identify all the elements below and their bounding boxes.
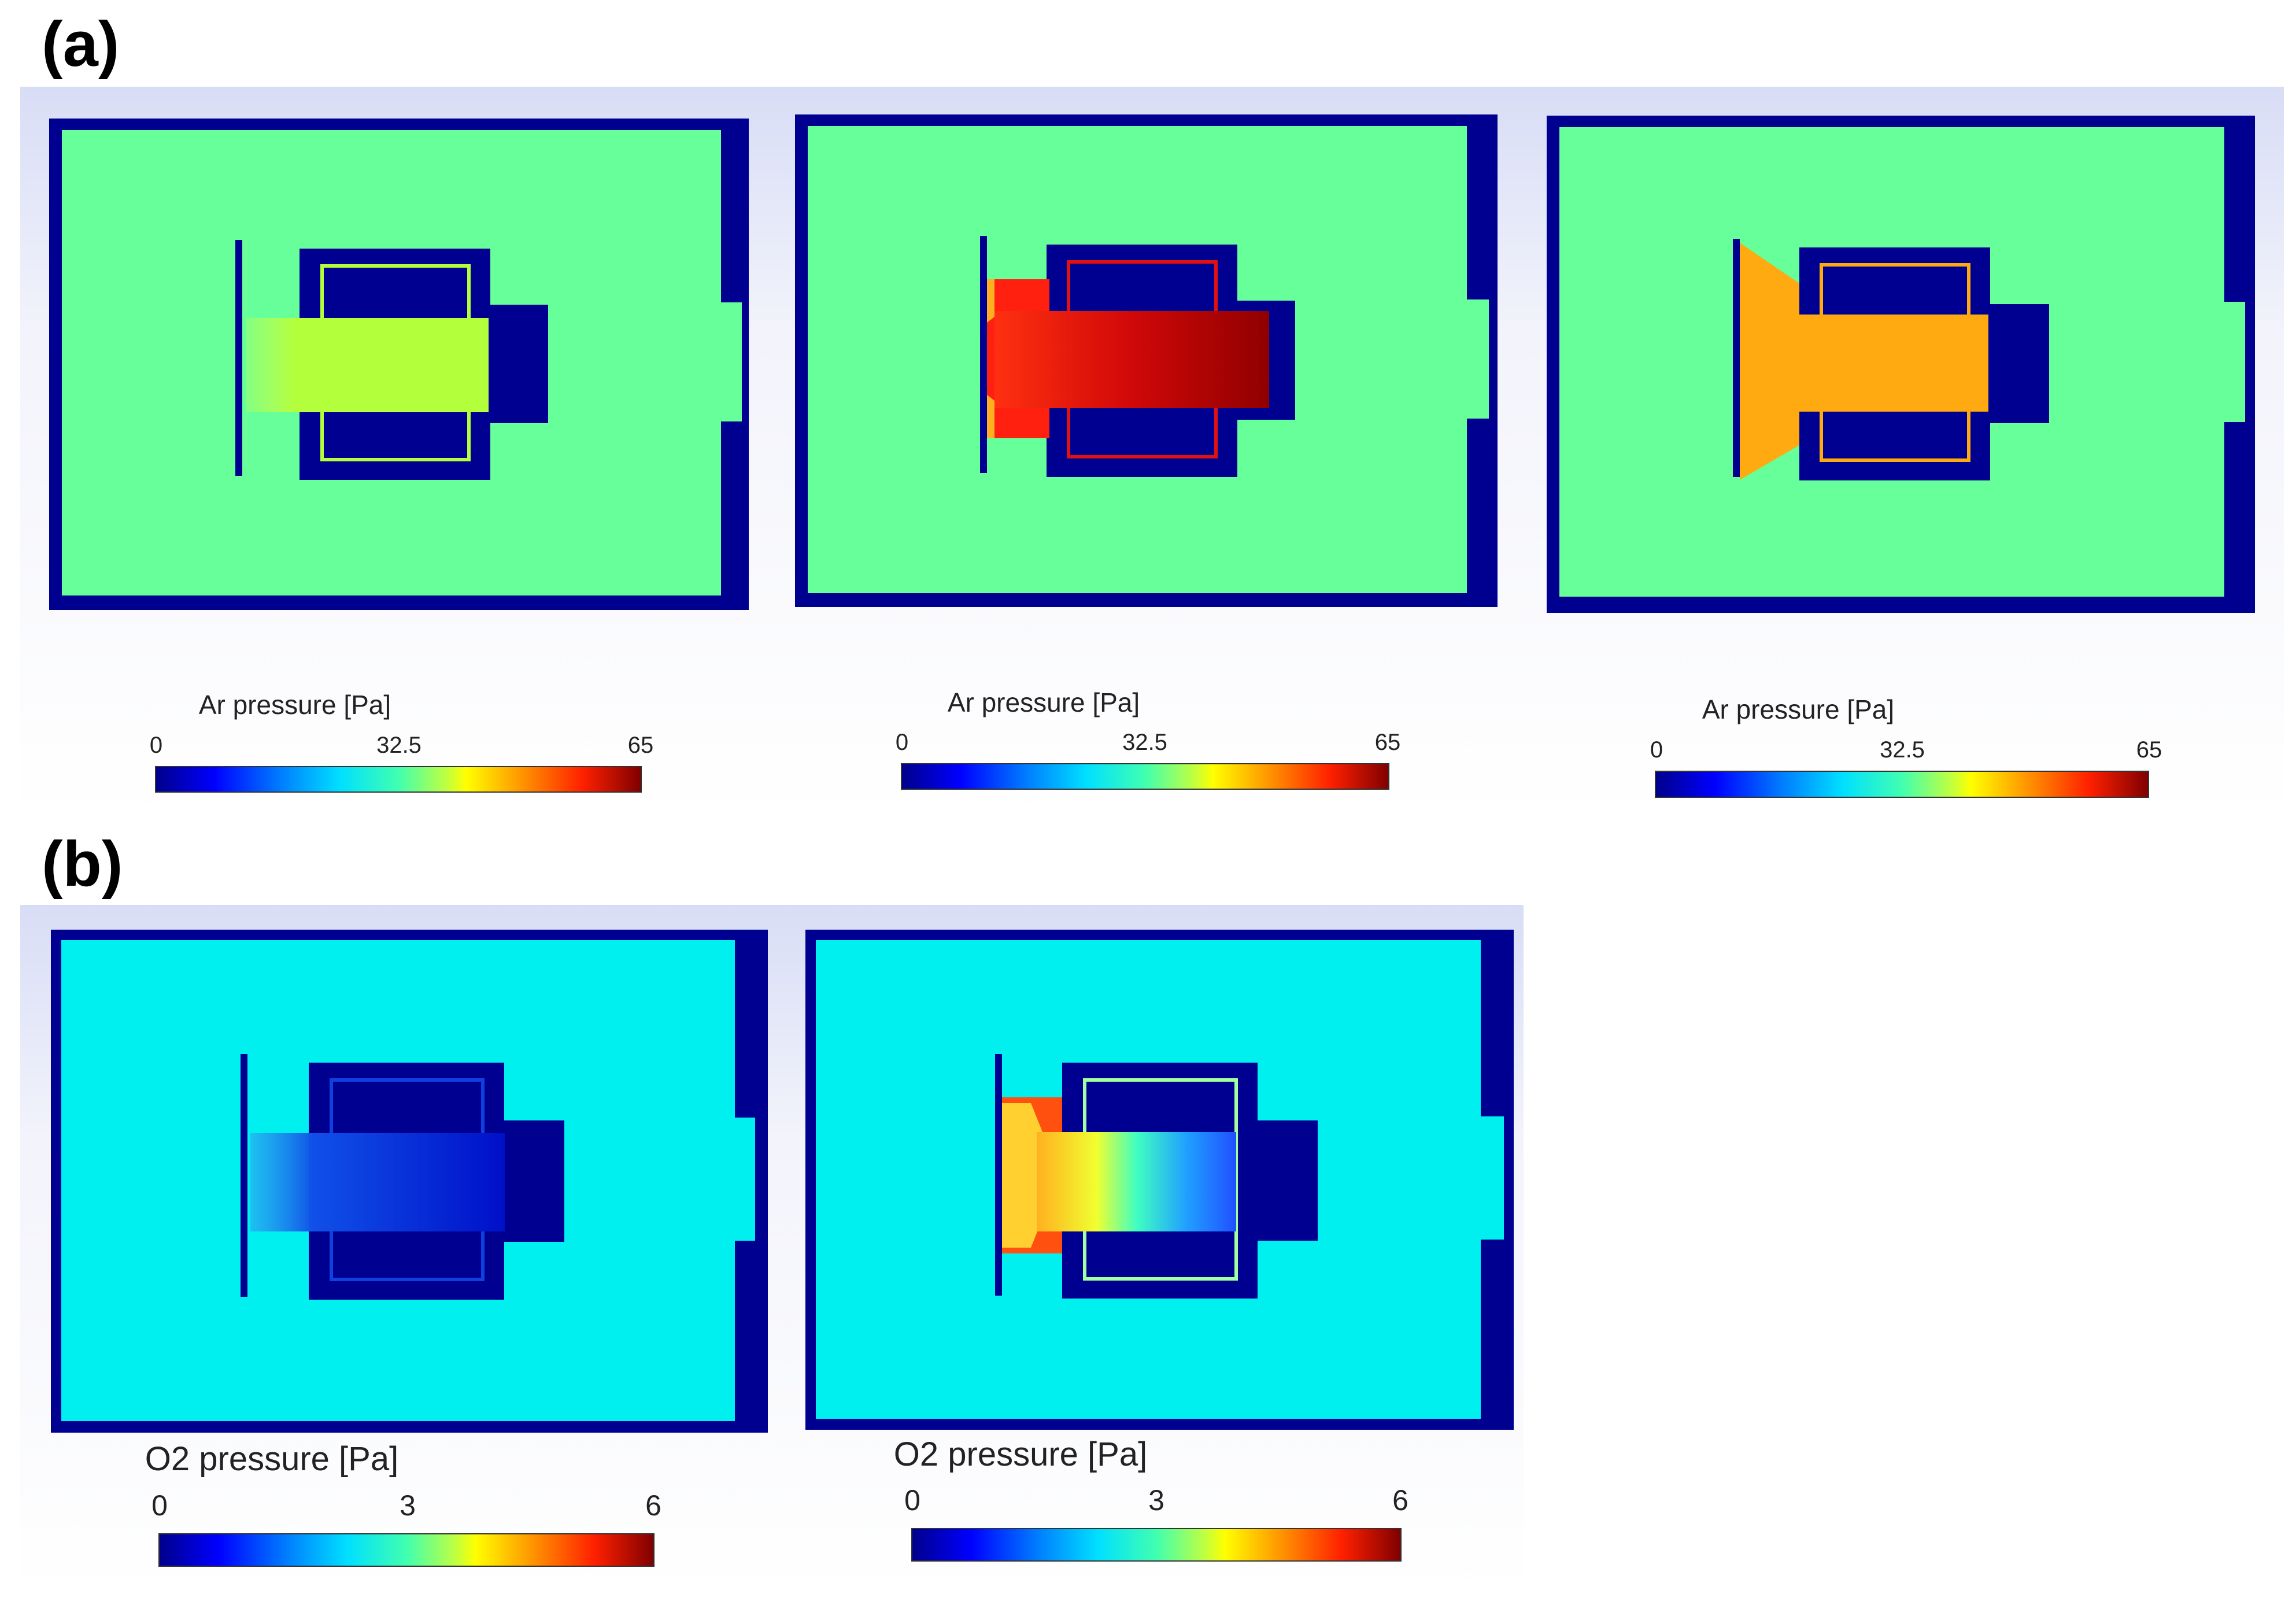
colorbar (1655, 771, 2149, 798)
colorbar-tick-mid: 32.5 (376, 733, 422, 758)
o2-pressure-map-1 (51, 930, 768, 1433)
colorbar-tick-max: 65 (627, 733, 654, 758)
colorbar-title: O2 pressure [Pa] (145, 1440, 399, 1478)
plume-edge-top (987, 279, 994, 323)
colorbar-tick-mid: 32.5 (1122, 730, 1167, 755)
outlet-port (1466, 299, 1489, 419)
pressure-column (250, 1133, 505, 1231)
pressure-column (1740, 315, 1988, 412)
substrate-plate (995, 1054, 1002, 1296)
colorbar (155, 766, 642, 793)
ar-pressure-map-3 (1547, 116, 2255, 613)
colorbar (901, 763, 1389, 790)
colorbar-tick-max: 6 (645, 1489, 661, 1522)
ar-pressure-map-2 (795, 114, 1498, 607)
source-nozzle (504, 1120, 564, 1242)
panel-label-b: (b) (42, 828, 123, 900)
colorbar-tick-min: 0 (151, 1489, 168, 1522)
colorbar-tick-mid: 3 (1148, 1484, 1164, 1516)
source-nozzle (1258, 1120, 1318, 1241)
colorbar-tick-min: 0 (895, 730, 909, 755)
colorbar-tick-max: 65 (2136, 737, 2162, 763)
colorbar-tick-min: 0 (904, 1484, 920, 1516)
colorbar-tick-mid: 3 (400, 1489, 416, 1522)
colorbar-title: O2 pressure [Pa] (893, 1436, 1148, 1473)
substrate-plate (980, 236, 987, 473)
source-nozzle (490, 305, 548, 423)
o2-pressure-map-2 (805, 930, 1514, 1430)
substrate-plate (235, 240, 242, 476)
colorbar (911, 1528, 1402, 1562)
colorbar-title: Ar pressure [Pa] (947, 687, 1140, 717)
colorbar-tick-min: 0 (149, 733, 163, 758)
colorbar-tick-mid: 32.5 (1880, 737, 1925, 763)
colorbar-title: Ar pressure [Pa] (198, 690, 391, 720)
pressure-column (994, 311, 1269, 408)
colorbar-tick-max: 6 (1392, 1484, 1408, 1516)
colorbar-tick-max: 65 (1374, 730, 1401, 755)
ar-pressure-map-1 (49, 119, 749, 610)
outlet-port (2223, 302, 2245, 422)
pressure-column (246, 318, 489, 412)
source-nozzle (1990, 304, 2049, 423)
colorbar-title: Ar pressure [Pa] (1702, 694, 1895, 724)
colorbar (158, 1533, 655, 1567)
substrate-plate (241, 1054, 247, 1297)
plume-core (1002, 1103, 1042, 1248)
pressure-column (1037, 1132, 1236, 1231)
panel-label-a: (a) (42, 9, 120, 80)
plume-edge-bottom (987, 395, 994, 438)
substrate-plate (1733, 239, 1740, 477)
colorbar-tick-min: 0 (1650, 737, 1663, 763)
outlet-port (1481, 1116, 1504, 1240)
outlet-port (732, 1118, 755, 1241)
outlet-port (720, 302, 742, 421)
